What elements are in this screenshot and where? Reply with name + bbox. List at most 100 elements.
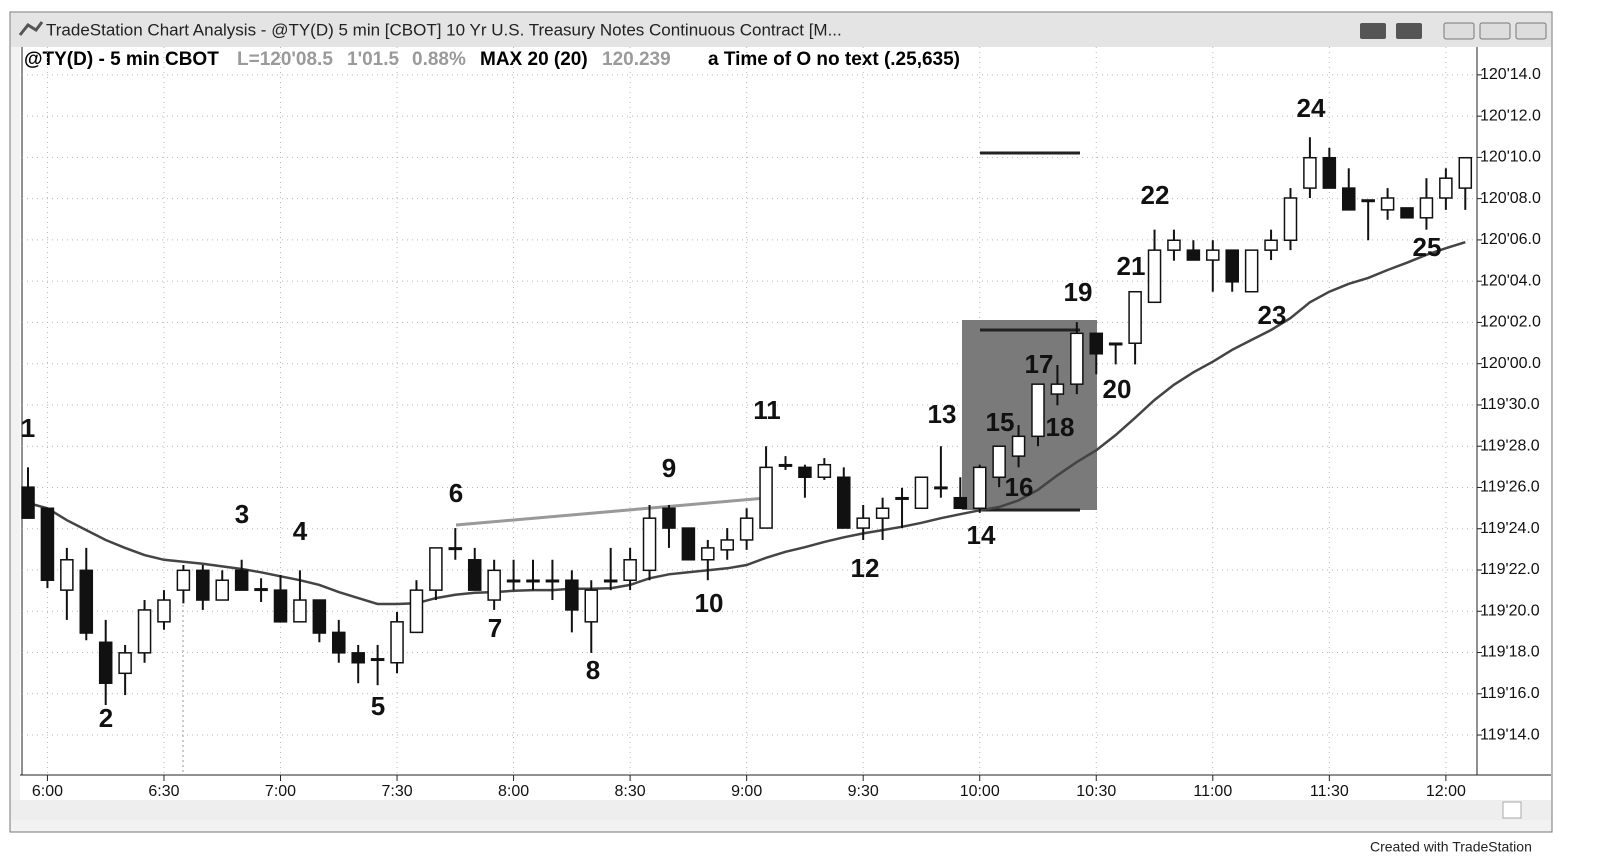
- window-title: TradeStation Chart Analysis - @TY(D) 5 m…: [46, 20, 842, 39]
- candle-body: [448, 547, 463, 551]
- annotation-study: a Time of O no text (.25,635): [708, 49, 960, 70]
- y-tick-label: 119'30.0: [1480, 396, 1540, 413]
- candle-body: [914, 476, 929, 510]
- moving-average: [27, 241, 1466, 606]
- y-tick-label: 119'22.0: [1480, 561, 1540, 578]
- candle-body: [798, 466, 812, 478]
- annotation: 6: [449, 478, 463, 508]
- plot: 119'14.0 119'16.0 119'18.0 119'20.0 119'22.0…: [21, 47, 1541, 800]
- annotation: 16: [1005, 472, 1034, 502]
- y-tick-label: 119'26.0: [1480, 479, 1540, 496]
- footer: Created with TradeStation: [1370, 839, 1532, 855]
- header: @TY(D) - 5 min CBOT L=120'08.5 1'01.5 0.…: [24, 49, 960, 70]
- annotation: 13: [928, 399, 957, 429]
- y-tick-label: 120'06.0: [1480, 231, 1541, 248]
- candle-body: [157, 599, 171, 623]
- trend-line: [455, 496, 767, 527]
- annotation: 5: [371, 691, 385, 721]
- candle-body: [1361, 199, 1375, 203]
- candle-body: [681, 527, 696, 561]
- x-tick-label: 9:30: [848, 783, 879, 800]
- annotation: 8: [586, 655, 600, 685]
- study-name: MAX 20 (20): [480, 49, 588, 70]
- x-tick-label: 8:30: [615, 783, 646, 800]
- y-tick-label: 119'28.0: [1480, 437, 1540, 454]
- candle-body: [196, 569, 210, 601]
- net-change: 1'01.5: [347, 49, 399, 70]
- y-tick-label: 120'00.0: [1480, 355, 1541, 372]
- annotation: 14: [967, 520, 996, 550]
- candle-body: [856, 517, 870, 529]
- candle-body: [701, 547, 715, 561]
- candle-body: [390, 621, 404, 664]
- candle-body: [351, 652, 365, 664]
- candle-body: [1089, 332, 1104, 355]
- candle-body: [1283, 197, 1298, 241]
- candle-body: [662, 507, 676, 529]
- y-tick-label: 119'16.0: [1480, 685, 1540, 702]
- candle-body: [1031, 383, 1045, 438]
- candle-body: [429, 547, 443, 591]
- candle-body: [487, 569, 501, 601]
- candle-body: [720, 539, 734, 551]
- candle-body: [739, 517, 754, 541]
- candle-body: [1147, 249, 1162, 304]
- candle-body: [21, 486, 35, 519]
- candle-body: [759, 466, 773, 529]
- annotation: 9: [662, 453, 676, 483]
- annotation: 25: [1413, 232, 1442, 262]
- annotation: 22: [1141, 180, 1170, 210]
- y-tick-label: 120'08.0: [1480, 190, 1541, 207]
- annotation: 19: [1064, 277, 1093, 307]
- candle-body: [934, 486, 948, 490]
- candle-body: [332, 631, 346, 654]
- annotation: 7: [488, 613, 502, 643]
- interval-button[interactable]: [1396, 23, 1422, 39]
- scrollbar[interactable]: [11, 800, 1551, 820]
- candle-body: [526, 579, 540, 583]
- candle-body: [817, 463, 832, 478]
- candle-body: [1264, 239, 1278, 251]
- candle-body: [1186, 249, 1201, 261]
- annotation: 24: [1297, 93, 1326, 123]
- candle-body: [79, 569, 94, 634]
- annotation: 18: [1046, 412, 1075, 442]
- candle-body: [1439, 177, 1453, 199]
- candle-body: [215, 579, 230, 601]
- minimize-button[interactable]: [1443, 22, 1475, 40]
- annotation: 21: [1117, 251, 1146, 281]
- annotation: 23: [1258, 300, 1287, 330]
- x-tick-label: 7:30: [381, 783, 412, 800]
- candle-body: [1225, 249, 1239, 283]
- y-tick-label: 120'10.0: [1480, 149, 1541, 166]
- candle-body: [545, 579, 560, 583]
- y-tick-label: 119'18.0: [1480, 644, 1540, 661]
- candle-body: [623, 559, 637, 581]
- app-icon: [18, 21, 44, 36]
- y-tick-label: 120'04.0: [1480, 272, 1541, 289]
- annotation: 10: [695, 588, 724, 618]
- candle-body: [642, 517, 657, 572]
- candle-body: [60, 559, 74, 591]
- close-button[interactable]: [1515, 22, 1547, 40]
- x-tick-label: 10:00: [960, 783, 1000, 800]
- candle-body: [1050, 383, 1065, 395]
- maximize-button[interactable]: [1479, 22, 1511, 40]
- candle-body: [953, 496, 968, 510]
- y-tick-label: 120'14.0: [1480, 66, 1541, 83]
- candle-body: [98, 641, 113, 684]
- y-tick-label: 119'14.0: [1480, 726, 1540, 743]
- x-tick-label: 12:00: [1426, 783, 1466, 800]
- x-tick-label: 6:00: [32, 783, 63, 800]
- annotation: 3: [235, 499, 249, 529]
- x-tick-label: 7:00: [265, 783, 296, 800]
- symbol-button[interactable]: [1360, 23, 1386, 39]
- scroll-thumb[interactable]: [1502, 801, 1522, 819]
- y-tick-label: 120'12.0: [1480, 107, 1541, 124]
- candle-body: [1458, 156, 1473, 189]
- y-tick-label: 119'24.0: [1480, 520, 1540, 537]
- candle-body: [1206, 249, 1220, 261]
- annotation: 4: [293, 516, 308, 546]
- annotation: 15: [986, 407, 1015, 437]
